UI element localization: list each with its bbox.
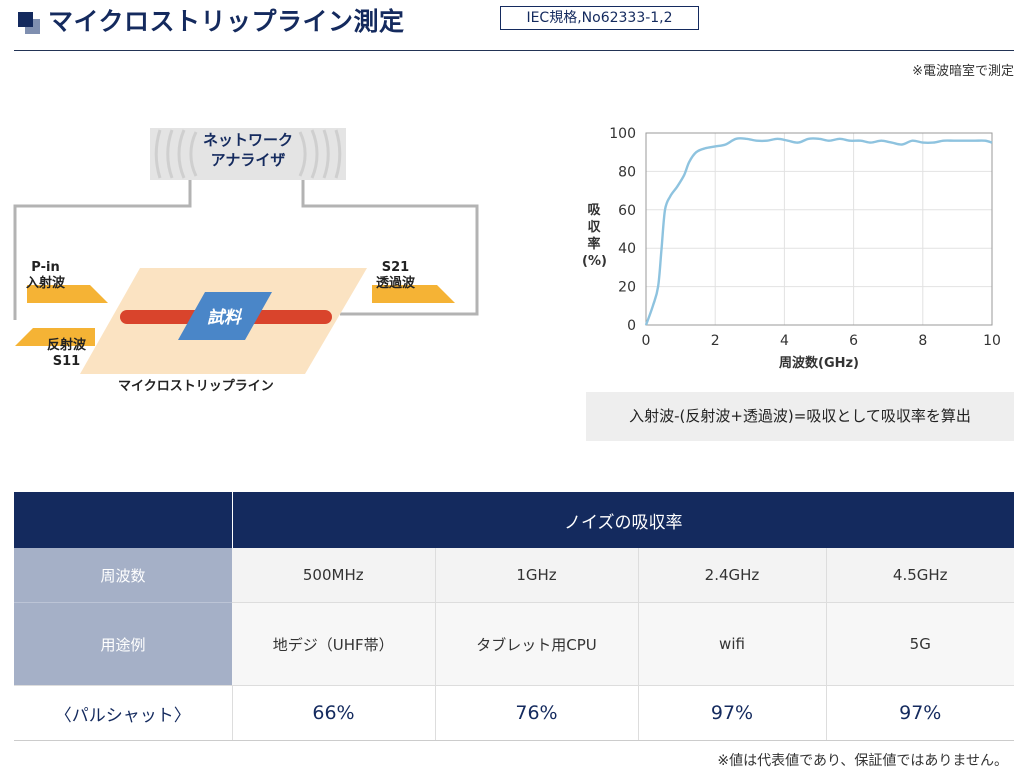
reflected-wave-arrow: [15, 328, 95, 346]
page-title: マイクロストリップライン測定: [48, 7, 405, 36]
table-corner-cell: [14, 492, 233, 548]
chart-y-tick-label: 60: [618, 203, 636, 219]
title-square-icon: [18, 12, 40, 34]
incident-wave-label: P-in 入射波: [26, 260, 66, 291]
formula-box: 入射波-(反射波+透過波)=吸収として吸収率を算出: [586, 392, 1014, 441]
page-header: マイクロストリップライン測定 IEC規格,No62333-1,2: [14, 0, 1014, 51]
chart-x-tick-label: 0: [642, 333, 651, 349]
chart-y-axis-label: 吸 収 率 (%): [582, 203, 607, 269]
chart-x-tick-label: 8: [918, 333, 927, 349]
microstrip-line-label: マイクロストリップライン: [118, 379, 274, 394]
absorption-value-cell: 76%: [435, 685, 639, 741]
sample-label: 試料: [207, 308, 241, 328]
absorption-chart-plot: 0 20 40 60 80 100 0 2 4 6 8 10: [609, 126, 1001, 349]
chart-x-axis-label: 周波数(GHz): [779, 356, 859, 371]
measurement-note: ※電波暗室で測定: [912, 64, 1014, 79]
network-analyzer-icon: [150, 128, 346, 180]
chart-y-tick-label: 80: [618, 164, 636, 180]
chart-y-tick-label: 40: [618, 241, 636, 257]
incident-wave-arrow: [27, 285, 108, 303]
frequency-cell: 500MHz: [232, 548, 436, 603]
table-row: 〈パルシャット〉 66% 76% 97% 97%: [14, 685, 1014, 741]
cable-lines: [13, 180, 479, 320]
frequency-cell: 4.5GHz: [826, 548, 1014, 603]
frequency-cell: 1GHz: [435, 548, 639, 603]
chart-frame: [645, 132, 993, 326]
absorption-chart: 0 20 40 60 80 100 0 2 4 6 8 10 吸 収 率 (%) 周波数(GHz): [578, 118, 1008, 378]
analyzer-label: ネットワーク アナライザ: [202, 131, 293, 169]
diagram-graphic: [13, 128, 479, 374]
use-cell: 地デジ（UHF帯）: [232, 602, 436, 686]
sample-block: [178, 292, 272, 340]
row-header-frequency: 周波数: [14, 548, 232, 603]
table-header-row: ノイズの吸収率: [14, 492, 1014, 548]
chart-x-tick-label: 2: [711, 333, 720, 349]
row-header-product: 〈パルシャット〉: [14, 685, 233, 741]
transmitted-wave-label: S21 透過波: [376, 260, 416, 291]
chart-y-tick-label: 20: [618, 280, 636, 296]
use-cell: wifi: [638, 602, 827, 686]
measurement-diagram: ネットワーク アナライザ P-in 入射波 S21 透過波 反射波 S11 試料 マイ…: [0, 100, 520, 410]
chart-y-tick-label: 100: [609, 126, 636, 142]
absorption-table: ノイズの吸収率 周波数 500MHz 1GHz 2.4GHz 4.5GHz 用途…: [14, 492, 1014, 741]
table-header: ノイズの吸収率: [232, 492, 1014, 548]
table-row: 用途例 地デジ（UHF帯） タブレット用CPU wifi 5G: [14, 602, 1014, 686]
frequency-cell: 2.4GHz: [638, 548, 827, 603]
standard-badge: IEC規格,No62333-1,2: [500, 6, 699, 30]
use-cell: タブレット用CPU: [435, 602, 639, 686]
absorption-value-cell: 66%: [232, 685, 436, 741]
table-row: 周波数 500MHz 1GHz 2.4GHz 4.5GHz: [14, 548, 1014, 603]
reflected-wave-label: 反射波 S11: [47, 338, 87, 369]
chart-x-tick-label: 4: [780, 333, 789, 349]
absorption-series-line: [644, 137, 993, 326]
chart-y-tick-label: 0: [627, 318, 636, 334]
chart-x-tick-label: 10: [983, 333, 1001, 349]
absorption-value-cell: 97%: [826, 685, 1014, 741]
absorption-value-cell: 97%: [638, 685, 827, 741]
use-cell: 5G: [826, 602, 1014, 686]
chart-x-tick-label: 6: [849, 333, 858, 349]
footnote: ※値は代表値であり、保証値ではありません。: [717, 753, 1008, 769]
transmitted-wave-arrow: [372, 285, 455, 303]
row-header-use: 用途例: [14, 602, 232, 686]
